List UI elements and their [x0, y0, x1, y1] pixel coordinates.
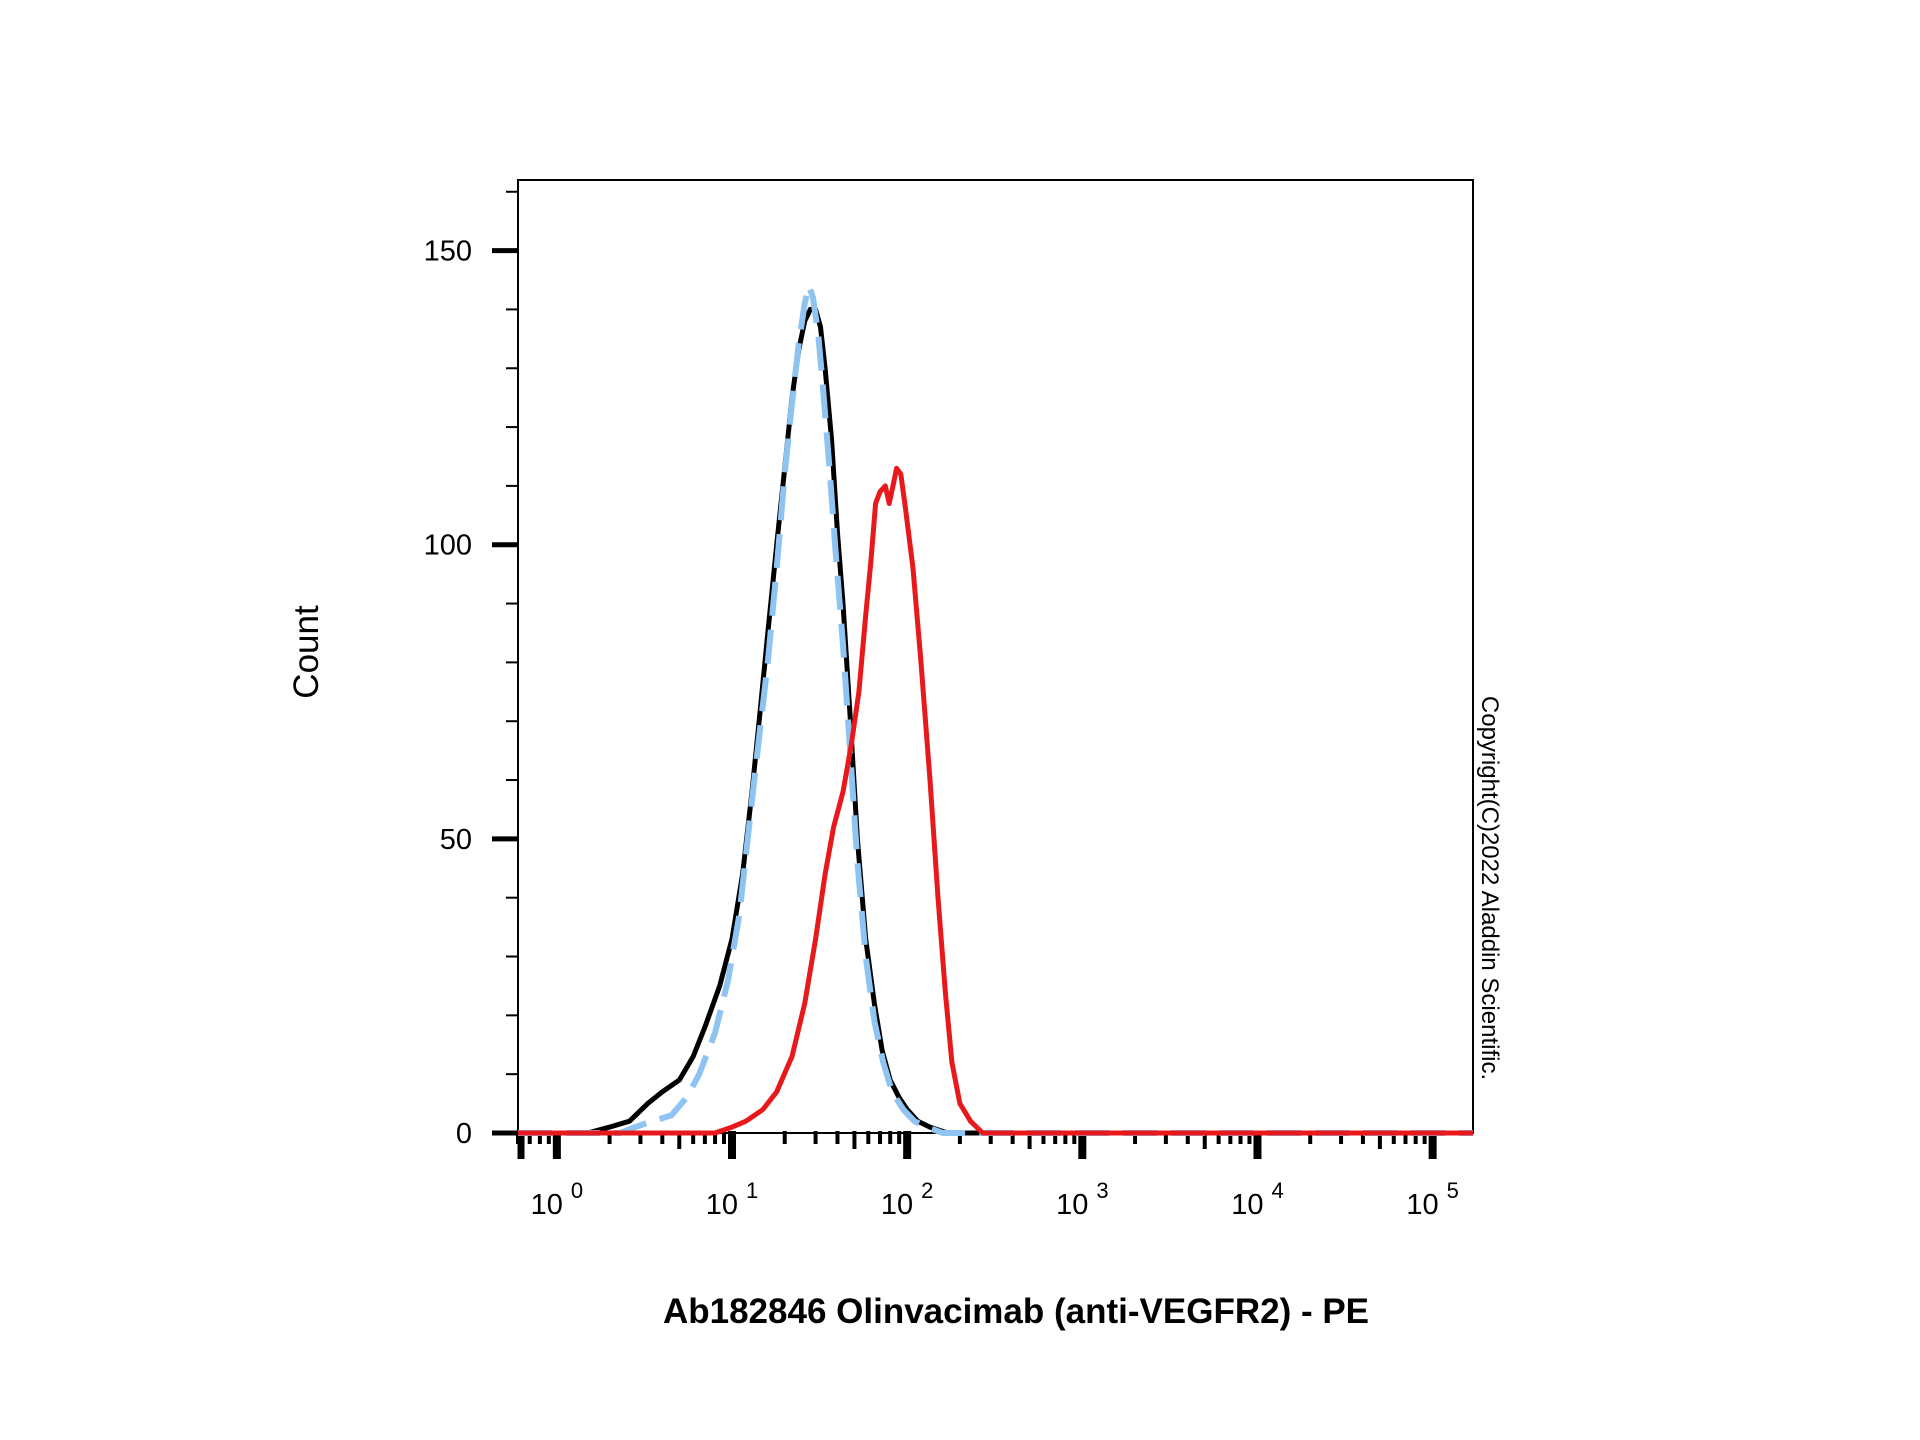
x-tick-label: 10 5 — [1406, 1178, 1459, 1221]
series-line-blue-dashed — [518, 282, 1473, 1136]
y-axis-title: Count — [287, 605, 326, 699]
x-axis-title: Ab182846 Olinvacimab (anti-VEGFR2) - PE — [663, 1292, 1369, 1331]
series-line-red — [518, 465, 1473, 1136]
series-line-black — [518, 306, 1473, 1136]
x-tick-label: 10 4 — [1231, 1178, 1284, 1221]
histogram-series — [518, 282, 1473, 1136]
x-tick-label: 10 0 — [531, 1178, 584, 1221]
x-tick-label: 10 1 — [706, 1178, 759, 1221]
x-tick-label: 10 3 — [1056, 1178, 1109, 1221]
y-axis: 0 50 100 150 — [424, 190, 518, 1150]
y-tick-label: 100 — [424, 530, 472, 562]
copyright-annotation: Copyright(C)2022 Aladdin Scientific. — [1476, 696, 1503, 1080]
y-tick-label: 150 — [424, 236, 472, 268]
x-tick-label: 10 2 — [881, 1178, 934, 1221]
y-tick-label: 0 — [456, 1118, 472, 1150]
plot-frame — [517, 179, 1474, 1134]
y-tick-label: 50 — [440, 824, 472, 856]
x-axis: 10 0 10 1 10 2 10 3 10 4 10 5 — [516, 1131, 1459, 1221]
